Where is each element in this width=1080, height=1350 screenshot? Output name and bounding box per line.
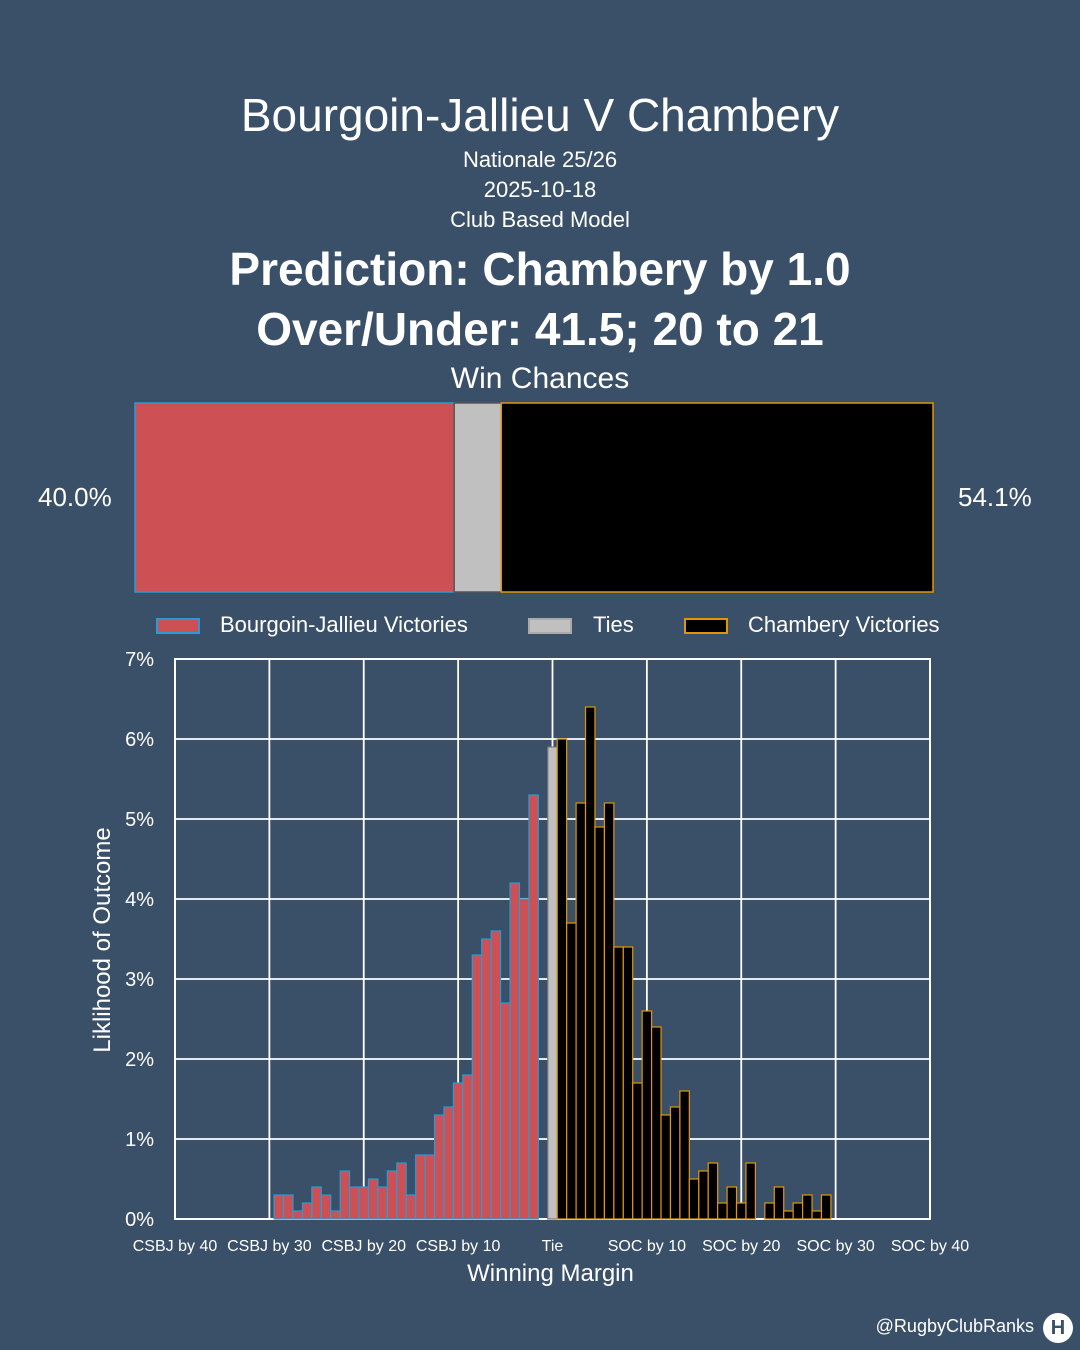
bar-0-13 bbox=[396, 1162, 407, 1220]
bar-0-7 bbox=[339, 1170, 351, 1220]
bar-2-27 bbox=[811, 1210, 823, 1220]
bar-2-22 bbox=[764, 1202, 775, 1220]
bar-0-6 bbox=[330, 1210, 341, 1220]
bar-0-1 bbox=[282, 1194, 294, 1220]
bar-0-15 bbox=[415, 1154, 426, 1220]
away-win-pct: 54.1% bbox=[958, 482, 1032, 512]
bar-0-3 bbox=[301, 1202, 313, 1220]
bar-0-24 bbox=[499, 1002, 511, 1220]
bar-0-25 bbox=[509, 882, 521, 1220]
bar-2-24 bbox=[783, 1210, 794, 1220]
bar-2-20 bbox=[745, 1162, 757, 1220]
bar-2-15 bbox=[698, 1170, 709, 1220]
legend-swatch-away bbox=[684, 618, 728, 634]
win-bar-home bbox=[134, 402, 455, 593]
y-tick-label-5: 5% bbox=[125, 809, 154, 831]
bar-2-2 bbox=[575, 802, 587, 1220]
bar-2-19 bbox=[735, 1202, 747, 1220]
bar-0-21 bbox=[471, 954, 483, 1220]
y-tick-label-7: 7% bbox=[125, 649, 154, 671]
bar-0-0 bbox=[273, 1194, 285, 1220]
y-tick-label-3: 3% bbox=[125, 969, 154, 991]
competition-label: Nationale 25/26 bbox=[462, 147, 618, 172]
model-label: Club Based Model bbox=[450, 207, 630, 232]
bar-2-3 bbox=[584, 706, 596, 1220]
x-tick-label-5: SOC by 10 bbox=[608, 1238, 686, 1255]
chart-legend: Bourgoin-Jallieu Victories Ties Chambery… bbox=[0, 610, 1080, 642]
bar-2-26 bbox=[801, 1194, 813, 1220]
bar-0-5 bbox=[320, 1194, 332, 1220]
bar-2-1 bbox=[566, 922, 577, 1220]
bar-2-9 bbox=[641, 1010, 653, 1220]
bar-2-17 bbox=[717, 1202, 728, 1220]
bar-2-25 bbox=[792, 1202, 804, 1220]
win-chances-label: Win Chances bbox=[450, 362, 630, 395]
bar-0-23 bbox=[490, 930, 502, 1220]
y-tick-label-2: 2% bbox=[125, 1049, 154, 1071]
bar-0-16 bbox=[424, 1154, 436, 1220]
win-bar-tie bbox=[453, 402, 503, 593]
y-axis-title: Liklihood of Outcome bbox=[89, 827, 116, 1052]
x-tick-label-8: SOC by 40 bbox=[891, 1238, 969, 1255]
x-tick-label-2: CSBJ by 20 bbox=[322, 1238, 407, 1255]
bar-0-19 bbox=[452, 1082, 464, 1220]
bar-0-20 bbox=[462, 1074, 473, 1220]
match-date: 2025-10-18 bbox=[483, 177, 597, 202]
bar-1-0 bbox=[547, 746, 558, 1220]
bar-0-27 bbox=[528, 794, 539, 1220]
legend-swatch-home bbox=[156, 618, 200, 634]
legend-label-home: Bourgoin-Jallieu Victories bbox=[220, 612, 468, 637]
bar-0-26 bbox=[518, 898, 530, 1220]
bar-0-11 bbox=[377, 1186, 388, 1220]
bar-0-9 bbox=[358, 1186, 370, 1220]
bar-0-8 bbox=[348, 1186, 360, 1220]
bar-2-11 bbox=[660, 1114, 672, 1220]
bar-2-5 bbox=[603, 802, 615, 1220]
bar-0-14 bbox=[405, 1194, 417, 1220]
rugby-posts-logo-icon: H bbox=[1043, 1313, 1073, 1343]
x-tick-label-1: CSBJ by 30 bbox=[227, 1238, 312, 1255]
bar-0-17 bbox=[433, 1114, 445, 1220]
bar-2-12 bbox=[669, 1106, 681, 1220]
bar-2-10 bbox=[650, 1026, 662, 1220]
bar-2-28 bbox=[820, 1194, 832, 1220]
x-axis-title: Winning Margin bbox=[467, 1260, 634, 1287]
bar-2-4 bbox=[594, 826, 606, 1220]
bar-2-7 bbox=[622, 946, 634, 1220]
y-tick-label-6: 6% bbox=[125, 729, 154, 751]
bar-2-16 bbox=[707, 1162, 719, 1220]
x-tick-label-3: CSBJ by 10 bbox=[416, 1238, 501, 1255]
bar-0-4 bbox=[311, 1186, 322, 1220]
win-chances-bar bbox=[134, 402, 934, 593]
prediction-text: Prediction: Chambery by 1.0 bbox=[229, 243, 851, 295]
bar-0-22 bbox=[481, 938, 492, 1220]
bar-2-18 bbox=[726, 1186, 738, 1220]
x-tick-label-0: CSBJ by 40 bbox=[133, 1238, 218, 1255]
y-tick-label-1: 1% bbox=[125, 1129, 154, 1151]
over-under-text: Over/Under: 41.5; 20 to 21 bbox=[256, 303, 824, 355]
bar-2-8 bbox=[632, 1082, 643, 1220]
bar-2-23 bbox=[773, 1186, 785, 1220]
margin-histogram: CSBJ by 40 CSBJ by 30 CSBJ by 20 CSBJ by 10… bbox=[89, 649, 969, 1287]
legend-label-tie: Ties bbox=[593, 612, 634, 637]
bar-0-12 bbox=[386, 1170, 398, 1220]
y-tick-label-4: 4% bbox=[125, 889, 154, 911]
bar-0-10 bbox=[367, 1178, 379, 1220]
home-win-pct: 40.0% bbox=[38, 482, 112, 512]
x-tick-label-6: SOC by 20 bbox=[702, 1238, 780, 1255]
bar-0-2 bbox=[292, 1210, 304, 1220]
bar-2-14 bbox=[688, 1178, 700, 1220]
bar-2-0 bbox=[556, 738, 568, 1220]
legend-swatch-tie bbox=[528, 618, 572, 634]
win-bar-away bbox=[500, 402, 934, 593]
y-tick-label-0: 0% bbox=[125, 1209, 154, 1231]
x-tick-label-4: Tie bbox=[542, 1238, 564, 1255]
bar-0-18 bbox=[443, 1106, 455, 1220]
credit-handle: @RugbyClubRanks bbox=[875, 1316, 1034, 1336]
page-title: Bourgoin-Jallieu V Chambery bbox=[240, 89, 840, 141]
bar-2-6 bbox=[613, 946, 624, 1220]
legend-label-away: Chambery Victories bbox=[748, 612, 940, 637]
x-tick-label-7: SOC by 30 bbox=[796, 1238, 874, 1255]
bar-2-13 bbox=[679, 1090, 690, 1220]
